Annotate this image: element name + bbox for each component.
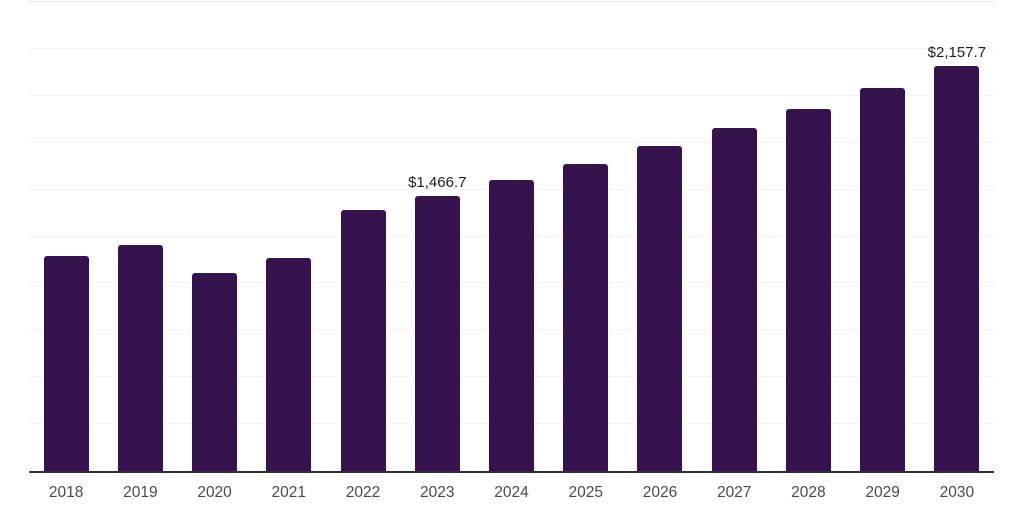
bar-2019 (117, 244, 163, 471)
bar-2022 (340, 209, 386, 471)
bar-value-label: $2,157.7 (927, 44, 987, 62)
x-axis-label: 2030 (939, 484, 975, 501)
plot-area (29, 1, 994, 473)
x-axis-label: 2018 (48, 484, 84, 501)
x-axis-label: 2021 (271, 484, 307, 501)
x-axis-label: 2028 (791, 484, 826, 501)
bar-2026 (637, 146, 683, 471)
x-axis-label: 2029 (865, 484, 900, 501)
bar-2020 (192, 272, 238, 471)
gridline (29, 1, 994, 2)
bar-value-label: $1,466.7 (408, 173, 467, 191)
x-axis-label: 2020 (197, 484, 232, 501)
bar-2025 (563, 163, 609, 471)
bar-2027 (711, 127, 757, 471)
x-axis-line (29, 471, 994, 473)
bar-2021 (266, 258, 312, 471)
gridline (29, 94, 994, 96)
bar-2029 (860, 87, 906, 471)
x-axis-label: 2022 (345, 484, 381, 501)
gridline (29, 47, 994, 49)
x-axis-label: 2025 (568, 484, 603, 501)
bar-2018 (43, 256, 89, 471)
x-axis-label: 2027 (716, 484, 752, 501)
x-axis-label: 2024 (494, 484, 529, 501)
bar-2024 (489, 180, 534, 471)
x-axis-label: 2026 (642, 484, 678, 501)
bar-2028 (785, 108, 831, 471)
bar-2030 (934, 66, 980, 471)
gridline (29, 141, 994, 143)
x-axis-label: 2019 (123, 484, 158, 501)
x-axis-label: 2023 (420, 484, 455, 501)
bar-2023 (414, 195, 460, 471)
